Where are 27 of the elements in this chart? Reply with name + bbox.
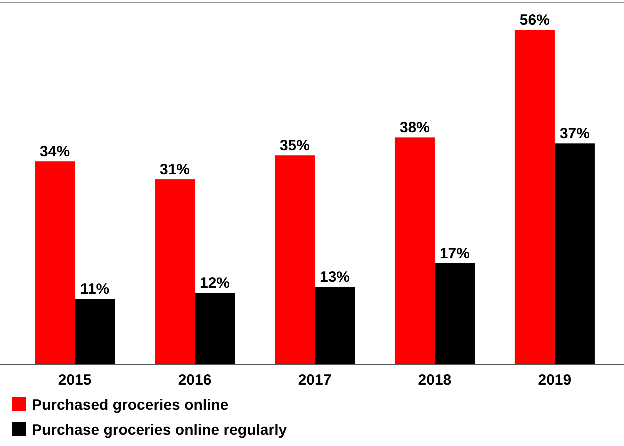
data-label: 13% bbox=[320, 269, 350, 286]
data-label: 17% bbox=[440, 245, 470, 262]
bar bbox=[274, 156, 315, 365]
bar bbox=[434, 263, 475, 365]
bar bbox=[514, 30, 555, 365]
data-label: 38% bbox=[400, 120, 430, 137]
x-tick-label: 2015 bbox=[58, 372, 92, 389]
bar bbox=[75, 299, 116, 365]
bar bbox=[35, 162, 76, 365]
data-label: 34% bbox=[40, 144, 70, 161]
data-label: 11% bbox=[80, 281, 110, 298]
bar bbox=[195, 293, 236, 365]
x-tick-label: 2018 bbox=[418, 372, 452, 389]
data-label: 35% bbox=[280, 138, 310, 155]
x-tick-label: 2017 bbox=[298, 372, 332, 389]
legend-label: Purchased groceries online bbox=[32, 397, 229, 414]
data-label: 12% bbox=[200, 275, 230, 292]
bar bbox=[554, 144, 595, 365]
data-label: 37% bbox=[560, 126, 590, 143]
bar bbox=[394, 138, 435, 365]
bar bbox=[315, 287, 356, 365]
x-tick-label: 2016 bbox=[178, 372, 212, 389]
data-label: 31% bbox=[160, 162, 190, 179]
legend-label: Purchase groceries online regularly bbox=[32, 422, 288, 439]
bar bbox=[155, 180, 196, 365]
data-label: 56% bbox=[520, 12, 550, 29]
x-tick-label: 2019 bbox=[538, 372, 572, 389]
